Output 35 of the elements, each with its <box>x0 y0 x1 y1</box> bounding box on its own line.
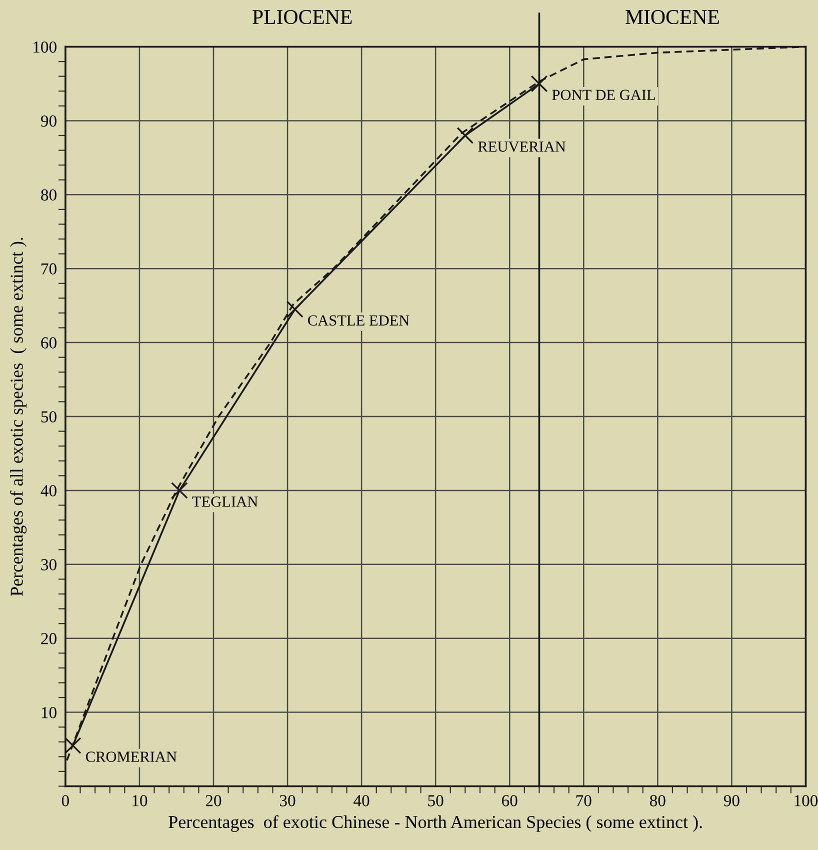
x-tick-label: 40 <box>354 795 370 806</box>
y-tick-label: 80 <box>41 189 56 201</box>
x-tick-label: 20 <box>206 795 222 806</box>
point <box>170 482 188 499</box>
annotation: TEGLIAN <box>192 496 258 507</box>
x-tick-label: 70 <box>576 795 592 806</box>
x-tick-label: 90 <box>724 795 740 806</box>
annotation: CROMERIAN <box>86 752 177 762</box>
y-tick-label: 20 <box>41 633 56 644</box>
annotation: PONT DE GAIL <box>552 90 655 100</box>
x-tick-label: 80 <box>650 795 666 806</box>
y-tick-label: 100 <box>34 41 56 53</box>
x-tick-label: 30 <box>280 795 296 806</box>
point <box>530 75 548 92</box>
y-tick-label: 70 <box>42 263 56 275</box>
y-tick-label: 40 <box>40 485 56 496</box>
y-tick-label: 60 <box>41 337 56 348</box>
y-tick-label: 90 <box>40 115 56 127</box>
point <box>286 300 304 318</box>
x-tick-label: 0 <box>62 795 69 806</box>
point <box>456 127 474 144</box>
text: PLIOCENE <box>252 10 352 24</box>
text: MIOCENE <box>626 10 719 24</box>
x-tick-label: 100 <box>794 795 818 806</box>
x-axis-title: Percentages of exotic Chinese - North American Species ( some extinct ). <box>168 815 702 832</box>
x-tick-label: 60 <box>502 795 518 806</box>
point <box>65 737 82 754</box>
x-tick-label: 50 <box>428 795 444 806</box>
annotation: CASTLE EDEN <box>308 315 410 326</box>
y-tick-label: 50 <box>41 411 56 422</box>
y-tick-label: 30 <box>41 559 56 570</box>
x-tick-label: 10 <box>132 795 148 806</box>
y-axis-title: Percentages of all exotic species ( some extinct ). <box>10 238 27 596</box>
annotation: REUVERIAN <box>478 142 566 152</box>
y-tick-label: 10 <box>42 707 56 718</box>
